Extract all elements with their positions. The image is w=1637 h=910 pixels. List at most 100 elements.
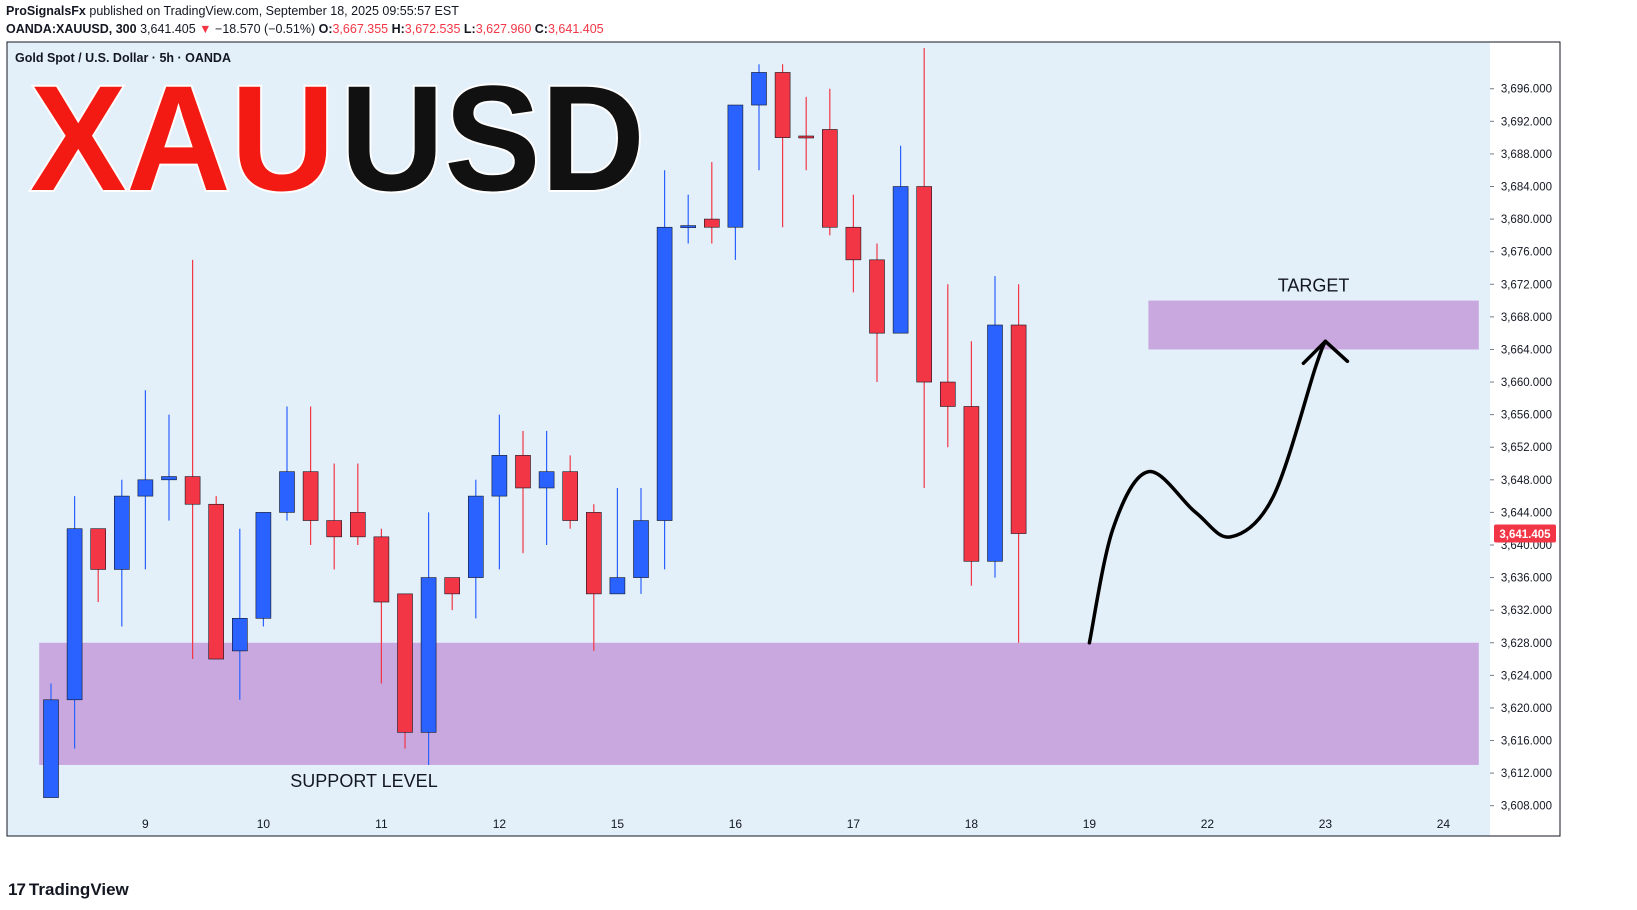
x-tick-label: 11 [375, 817, 388, 831]
candle-body [751, 72, 767, 106]
y-tick-label: 3,676.000 [1501, 247, 1552, 259]
x-tick-label: 15 [611, 817, 625, 831]
x-axis-ticks: 9 10 11 12 15 16 17 18 19 22 23 24 [142, 817, 1450, 831]
candle-body [326, 520, 343, 538]
open-value: 3,667.355 [332, 22, 389, 36]
projection-curve [1087, 339, 1328, 645]
candle-body [349, 512, 366, 538]
candle-body [798, 135, 815, 139]
x-tick-label: 23 [1319, 817, 1333, 831]
x-tick-label: 16 [729, 817, 743, 831]
candle-body [845, 226, 862, 261]
y-tick-label: 3,688.000 [1501, 149, 1552, 161]
y-tick-label: 3,644.000 [1501, 507, 1552, 519]
candle-body [302, 471, 319, 521]
y-tick-label: 3,684.000 [1501, 182, 1552, 194]
low-label: L: [463, 22, 476, 36]
y-tick-label: 3,672.000 [1501, 279, 1552, 291]
candle-body [114, 495, 130, 570]
y-tick-label: 3,640.000 [1501, 540, 1552, 552]
candle-body [821, 129, 838, 228]
y-axis-ticks: 3,696.000 3,692.000 3,688.000 3,684.000 3,68… [1490, 84, 1552, 813]
y-tick-label: 3,652.000 [1501, 442, 1552, 454]
y-tick-label: 3,664.000 [1501, 344, 1552, 356]
price-change: −18.570 (−0.51%) [215, 22, 316, 36]
candle-body [491, 455, 508, 497]
y-tick-label: 3,696.000 [1501, 84, 1552, 96]
candle-body [609, 577, 626, 595]
tradingview-logo[interactable]: 17 TradingView [8, 880, 129, 900]
big-title-xau: XAU [30, 54, 335, 222]
candle-body [633, 520, 649, 578]
candle-body [869, 259, 885, 334]
x-tick-label: 22 [1201, 817, 1215, 831]
y-tick-label: 3,636.000 [1501, 573, 1552, 585]
candle-body [90, 528, 106, 570]
x-tick-label: 17 [847, 817, 861, 831]
candle-body [680, 225, 697, 228]
arrowhead-icon [1301, 339, 1350, 366]
tradingview-mark-icon: 17 [8, 880, 26, 899]
symbol-ohlc-line: OANDA:XAUUSD, 300 3,641.405 ▼ −18.570 (−… [6, 22, 604, 36]
y-tick-label: 3,692.000 [1501, 116, 1552, 128]
candle-body [208, 503, 224, 660]
published-text: published on TradingView.com, September … [89, 4, 459, 18]
last-price: 3,641.405 [140, 22, 196, 36]
symbol-label: OANDA:XAUUSD, 300 [6, 22, 137, 36]
support-zone [39, 642, 1479, 765]
down-arrow-icon: ▼ [199, 22, 212, 36]
candle-body [420, 577, 437, 733]
candle-body [279, 471, 295, 513]
zones-layer: SUPPORT LEVEL TARGET [39, 276, 1479, 791]
candle-body [987, 324, 1003, 562]
price-badge-bg [1494, 524, 1556, 543]
y-tick-label: 3,612.000 [1501, 768, 1552, 780]
candle-body [916, 186, 933, 383]
tradingview-logo-text: TradingView [28, 880, 129, 899]
candle-body [161, 476, 177, 481]
y-tick-label: 3,632.000 [1501, 605, 1552, 617]
y-tick-label: 3,624.000 [1501, 670, 1552, 682]
y-tick-label: 3,656.000 [1501, 410, 1552, 422]
x-tick-label: 19 [1083, 817, 1097, 831]
y-tick-label: 3,628.000 [1501, 638, 1552, 650]
close-value: 3,641.405 [547, 22, 604, 36]
low-value: 3,627.960 [475, 22, 532, 36]
candle-body [538, 471, 555, 489]
chart-border [6, 41, 1561, 837]
candle-body [255, 512, 272, 619]
candle-body [232, 618, 248, 652]
candle-body [373, 536, 390, 603]
high-value: 3,672.535 [404, 22, 461, 36]
candle-body [66, 528, 83, 701]
candle-body [656, 226, 673, 521]
candle-body [515, 455, 531, 489]
candle-body [444, 577, 461, 595]
candle-body [963, 406, 980, 562]
x-tick-label: 9 [142, 817, 149, 831]
candle-body [467, 495, 484, 578]
candle-body [43, 699, 59, 798]
candle-body [184, 476, 201, 505]
y-tick-label: 3,660.000 [1501, 377, 1552, 389]
candle-body [774, 72, 791, 138]
author-name[interactable]: ProSignalsFx [6, 4, 86, 18]
open-label: O: [318, 22, 333, 36]
big-title-usd: USD [340, 54, 645, 222]
price-axis[interactable] [1490, 42, 1560, 836]
y-tick-label: 3,680.000 [1501, 214, 1552, 226]
candle-body [727, 104, 744, 228]
close-label: C: [534, 22, 548, 36]
candle-body [703, 218, 720, 228]
projection-layer [1087, 339, 1350, 645]
candle-body [585, 512, 602, 595]
candle-body [562, 471, 579, 521]
series-legend: Gold Spot / U.S. Dollar · 5h · OANDA [15, 51, 231, 65]
support-zone-label: SUPPORT LEVEL [290, 771, 437, 791]
candle-body [939, 381, 956, 407]
target-zone [1148, 300, 1479, 350]
high-label: H: [391, 22, 405, 36]
price-badge-text: 3,641.405 [1499, 529, 1551, 541]
candle-body [892, 186, 909, 334]
